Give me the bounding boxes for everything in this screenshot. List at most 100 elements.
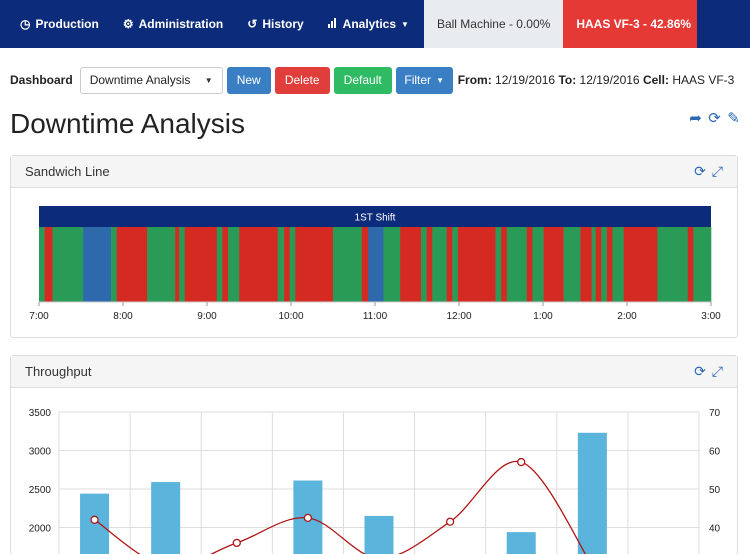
timeline-segment [184, 227, 218, 302]
timeline-segment [52, 227, 84, 302]
panel-title: Sandwich Line [25, 164, 110, 179]
cell-value: HAAS VF-3 [672, 73, 735, 87]
time-label: 8:00 [113, 311, 133, 322]
panel-header: Throughput ⟳ ⤢ [11, 356, 737, 388]
panel-tools: ⟳ ⤢ [694, 163, 723, 180]
timeline-segment [239, 227, 278, 302]
timeline-segment [495, 227, 502, 302]
y-left-tick-label: 2500 [29, 485, 52, 496]
timeline-segment [39, 227, 45, 302]
nav-history-label: History [262, 17, 304, 31]
from-value: 12/19/2016 [495, 73, 556, 87]
history-icon: ↺ [247, 17, 258, 31]
nav-administration[interactable]: ⚙ Administration [111, 0, 235, 48]
expand-icon[interactable]: ⤢ [711, 363, 723, 379]
y-right-tick-label: 60 [709, 447, 721, 458]
timeline-segment [693, 227, 712, 302]
timeline-segment [175, 227, 180, 302]
timeline-segment [601, 227, 608, 302]
throughput-bar [364, 515, 394, 554]
line-point [303, 513, 313, 523]
filter-button-label: Filter [404, 73, 432, 87]
nav-analytics-label: Analytics [342, 17, 397, 31]
timeline-segment [506, 227, 528, 302]
bar-chart-icon [327, 17, 338, 31]
machine-tab-label: HAAS VF-3 - 42.86% [576, 17, 692, 31]
nav-analytics[interactable]: Analytics ▼ [316, 0, 421, 48]
timeline-segment [361, 227, 369, 302]
refresh-icon[interactable]: ⟳ [694, 363, 706, 379]
clock-icon: ◷ [20, 17, 31, 31]
timeline-segment [623, 227, 658, 302]
timeline-segment [179, 227, 186, 302]
y-right-tick-label: 40 [709, 524, 721, 535]
shift-label: 1ST Shift [355, 213, 396, 224]
timeline-segment [44, 227, 53, 302]
timeline-segment [606, 227, 613, 302]
line-point [90, 515, 99, 524]
timeline-segment [580, 227, 592, 302]
throughput-panel: Throughput ⟳ ⤢ 2000 2500 3000 3500 40 50 60 70 [10, 355, 738, 555]
time-label: 7:00 [29, 311, 49, 322]
timeline-segment [116, 227, 148, 302]
y-right-tick-label: 70 [709, 408, 721, 419]
delete-button[interactable]: Delete [274, 66, 330, 94]
time-label: 1:00 [533, 311, 553, 322]
shift-bar [39, 206, 711, 227]
from-label: From: [457, 73, 492, 87]
sandwich-line-panel: Sandwich Line ⟳ ⤢ 1ST Shift 7:00 8:00 9:00 1… [10, 155, 738, 338]
timeline-segment [563, 227, 581, 302]
dashboard-toolbar: Dashboard Downtime Analysis ▼ New Delete… [10, 66, 734, 94]
timeline-segment [216, 227, 223, 302]
timeline-segment [446, 227, 453, 302]
state-timeline: 1ST Shift 7:00 8:00 9:00 10:00 11:00 12:00 1:00… [29, 206, 721, 322]
timeline-segment [400, 227, 422, 302]
timeline-segment [111, 227, 117, 302]
throughput-bar [577, 432, 607, 554]
panel-header: Sandwich Line ⟳ ⤢ [11, 156, 737, 188]
edit-icon[interactable]: ✎ [727, 110, 740, 127]
timeline-segment [432, 227, 447, 302]
filter-button[interactable]: Filter ▼ [395, 66, 453, 94]
timeline-segment [295, 227, 334, 302]
timeline-segment [452, 227, 459, 302]
dashboard-select[interactable]: Downtime Analysis ▼ [79, 66, 223, 94]
refresh-icon[interactable]: ⟳ [694, 163, 706, 179]
chevron-down-icon: ▼ [436, 75, 444, 85]
y-right-tick-label: 50 [709, 485, 721, 496]
timeline-segment [368, 227, 384, 302]
throughput-bar [506, 532, 536, 554]
machine-tab-ball-machine[interactable]: Ball Machine - 0.00% [423, 0, 564, 48]
time-label: 9:00 [197, 311, 217, 322]
expand-icon[interactable]: ⤢ [711, 163, 723, 179]
timeline-segment [421, 227, 427, 302]
panel-title: Throughput [25, 364, 92, 379]
timeline-segment [222, 227, 229, 302]
nav-production[interactable]: ◷ Production [0, 0, 111, 48]
throughput-bar [151, 482, 181, 554]
to-label: To: [558, 73, 577, 87]
machine-tab-label: Ball Machine - 0.00% [436, 17, 551, 31]
y-left-tick-label: 3000 [29, 447, 52, 458]
timeline-segment [687, 227, 694, 302]
date-range-info: From: 12/19/2016 To: 12/19/2016 Cell: HA… [458, 73, 735, 87]
time-label: 12:00 [446, 311, 471, 322]
timeline-segment [501, 227, 508, 302]
time-label: 10:00 [278, 311, 303, 322]
default-button[interactable]: Default [333, 66, 392, 94]
nav-administration-label: Administration [138, 17, 224, 31]
nav-history[interactable]: ↺ History [235, 0, 315, 48]
y-left-tick-label: 2000 [29, 524, 52, 535]
share-icon[interactable]: ➦ [689, 110, 702, 127]
to-value: 12/19/2016 [579, 73, 640, 87]
timeline-segment [532, 227, 544, 302]
chevron-down-icon: ▼ [401, 19, 409, 29]
time-label: 3:00 [701, 311, 721, 322]
timeline-segment [595, 227, 602, 302]
page-tools: ➦ ⟳ ✎ [687, 109, 742, 127]
timeline-segment [284, 227, 290, 302]
timeline-segment [457, 227, 496, 302]
refresh-icon[interactable]: ⟳ [708, 110, 721, 127]
machine-tab-haas-vf3[interactable]: HAAS VF-3 - 42.86% [563, 0, 698, 48]
new-button[interactable]: New [226, 66, 271, 94]
